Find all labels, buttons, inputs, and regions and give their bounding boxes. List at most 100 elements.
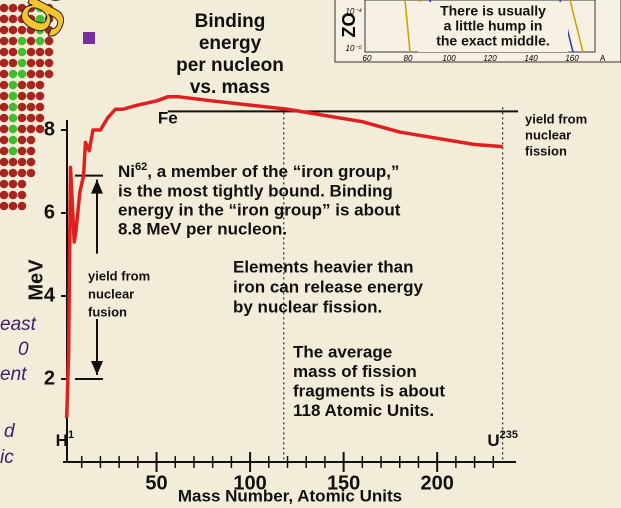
heavy-note: Elements heavier than [233, 257, 413, 276]
y-tick-label: 4 [44, 284, 56, 306]
element-dot [17, 25, 27, 35]
element-dot [26, 102, 36, 112]
inset-x-tick: 140 [524, 54, 538, 63]
element-dot [17, 146, 27, 156]
element-dot [35, 80, 45, 90]
ni-note: energy in the “iron group” is about [118, 200, 401, 219]
element-dot [17, 3, 27, 13]
element-dot [35, 25, 45, 35]
ni-note: Ni62, a member of the “iron group,” [118, 161, 399, 182]
element-dot [8, 102, 18, 112]
inset-y-tick: 10⁻⁵ [346, 44, 363, 53]
element-dot [44, 47, 54, 57]
element-dot [0, 201, 9, 211]
ni-note: is the most tightly bound. Binding [118, 181, 393, 200]
heavy-note: by nuclear fission. [233, 297, 382, 316]
element-dot [0, 3, 9, 13]
ni-symbol: Ni [118, 162, 135, 181]
element-dot [35, 102, 45, 112]
chart-title: Binding [195, 11, 266, 32]
element-dot [8, 14, 18, 24]
element-symbol: H [56, 431, 68, 450]
fusion-label: fusion [88, 304, 127, 319]
element-dot [0, 80, 9, 90]
element-dot [26, 58, 36, 68]
element-dot [8, 201, 18, 211]
element-mass: 235 [500, 429, 518, 441]
inset-y-tick: 10⁻⁴ [345, 7, 362, 16]
left-fragment: ge [0, 0, 84, 43]
element-dot [0, 14, 9, 24]
element-dot [0, 36, 9, 46]
inset-x-tick: 160 [565, 54, 579, 63]
element-dot [0, 102, 9, 112]
element-dot [44, 25, 54, 35]
element-dot [8, 58, 18, 68]
ni-note: 8.8 MeV per nucleon. [118, 219, 287, 238]
element-dot [8, 179, 18, 189]
element-symbol: Fe [158, 109, 178, 128]
element-dot [35, 47, 45, 57]
y-tick-label: 6 [44, 201, 55, 223]
element-label: H1 [56, 429, 74, 451]
element-dot [8, 36, 18, 46]
element-dot [17, 47, 27, 57]
element-dot [8, 47, 18, 57]
element-dot [0, 58, 9, 68]
fission-label: fission [525, 143, 567, 158]
element-dot [0, 91, 9, 101]
ni-line: , a member of the “iron group,” [147, 162, 399, 181]
left-fragment: 0 [18, 339, 29, 360]
element-mass: 1 [68, 429, 74, 441]
element-dot [17, 135, 27, 145]
element-dot [0, 113, 9, 123]
element-dot [44, 3, 54, 13]
element-dot [0, 124, 9, 134]
element-dot [26, 14, 36, 24]
fusion-label: yield from [88, 268, 150, 283]
element-dot [26, 69, 36, 79]
element-dot [0, 146, 9, 156]
element-dot [0, 135, 9, 145]
element-dot [17, 124, 27, 134]
left-fragment: d [4, 421, 16, 442]
element-dot [17, 91, 27, 101]
element-dot [26, 25, 36, 35]
element-dot [8, 80, 18, 90]
inset-note: the exact middle. [436, 33, 550, 49]
element-dot [35, 58, 45, 68]
average-note: The average [293, 342, 392, 361]
binding-curve [64, 95, 503, 419]
element-dot [17, 102, 27, 112]
x-tick-label: 200 [420, 472, 453, 494]
element-dot [26, 36, 36, 46]
element-dot [17, 14, 27, 24]
element-dot [17, 157, 27, 167]
element-dot [8, 190, 18, 200]
fusion-label: nuclear [88, 286, 134, 301]
y-tick-label: 2 [44, 367, 55, 389]
element-dot [8, 69, 18, 79]
ni-mass: 62 [135, 161, 147, 173]
chart-title: energy [199, 33, 262, 54]
element-dot [44, 58, 54, 68]
inset-x-tick: 60 [363, 54, 372, 63]
y-axis-label: MeV [25, 259, 47, 301]
inset-x-tick: 100 [442, 54, 456, 63]
x-axis-label: Mass Number, Atomic Units [178, 486, 402, 505]
element-symbol: U [487, 431, 499, 450]
inset-y-label: ZO [339, 13, 359, 38]
element-dot [8, 168, 18, 178]
element-dot [8, 157, 18, 167]
arrow-head [91, 361, 103, 375]
element-dot [35, 69, 45, 79]
element-dot [8, 124, 18, 134]
element-dot [8, 146, 18, 156]
chart-title: per nucleon [176, 55, 284, 76]
inset-note: a little hump in [444, 18, 543, 34]
inset-x-tick: 80 [404, 54, 413, 63]
left-fragment: ent [0, 364, 27, 385]
left-fragment: ic [0, 447, 14, 468]
y-tick-label: 8 [44, 118, 55, 140]
arrow-head [91, 179, 103, 194]
